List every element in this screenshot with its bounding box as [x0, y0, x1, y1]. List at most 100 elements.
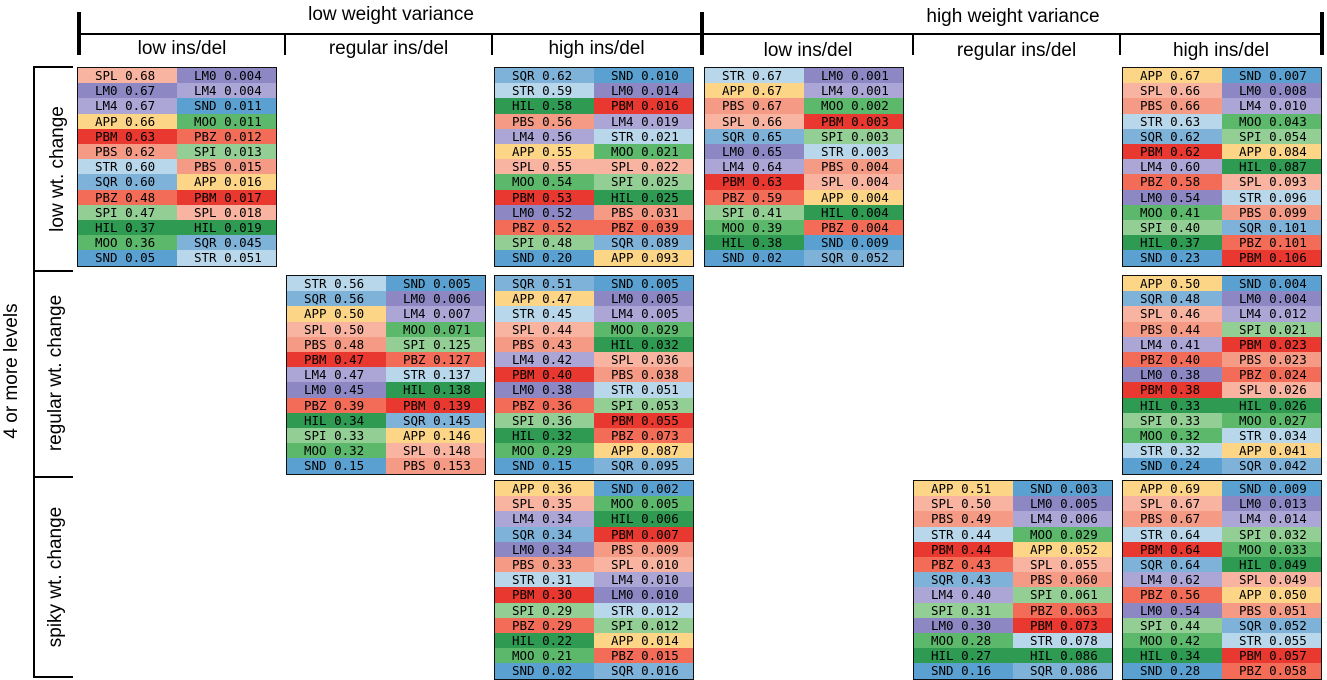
table-cell-left: LM0 0.65: [705, 144, 804, 160]
table-cell-right: PBS 0.023: [1222, 352, 1321, 368]
table-cell-left: LM4 0.64: [705, 159, 804, 175]
table-cell-right: LM0 0.004: [1222, 291, 1321, 307]
ranking-table: SPL 0.68 LM0 0.004 LM0 0.67 LM4 0.004 LM4 0.…: [77, 67, 277, 267]
group-header-low-variance: low weight variance: [308, 4, 474, 25]
table-row: STR 0.32 APP 0.041: [1123, 443, 1321, 459]
table-cell-right: PBS 0.004: [804, 159, 903, 175]
table-cell-right: PBS 0.038: [594, 367, 693, 383]
table-row: STR 0.56 SND 0.005: [287, 276, 485, 292]
table-cell-left: STR 0.67: [705, 68, 804, 84]
table-row: SPI 0.33 APP 0.146: [287, 428, 485, 444]
table-row: PBM 0.53 HIL 0.025: [495, 189, 693, 205]
table-row: PBS 0.66 LM4 0.010: [1123, 98, 1321, 114]
column-header: low ins/del: [763, 40, 853, 61]
table-cell-right: PBS 0.099: [1222, 204, 1321, 220]
table-cell-left: SQR 0.48: [1123, 291, 1222, 307]
table-cell-right: PBM 0.139: [386, 397, 485, 413]
table-row: APP 0.51 SND 0.003: [914, 481, 1112, 497]
table-cell-left: HIL 0.34: [1123, 648, 1222, 664]
column-header: regular ins/del: [328, 38, 449, 59]
table-cell-right: HIL 0.006: [594, 511, 693, 527]
table-row: HIL 0.37 HIL 0.019: [78, 220, 276, 236]
table-row: MOO 0.36 SQR 0.045: [78, 235, 276, 251]
table-row: SQR 0.60 APP 0.016: [78, 174, 276, 190]
left-axis-tick: [33, 270, 73, 272]
table-cell-left: PBZ 0.39: [287, 397, 386, 413]
table-cell-left: HIL 0.27: [914, 648, 1013, 664]
table-cell-left: APP 0.36: [495, 481, 594, 497]
table-cell-left: LM4 0.62: [1123, 572, 1222, 588]
table-cell-left: SQR 0.56: [287, 291, 386, 307]
table-cell-left: STR 0.64: [1123, 526, 1222, 542]
table-cell-right: LM4 0.006: [1013, 511, 1112, 527]
table-cell-left: MOO 0.29: [495, 443, 594, 459]
table-cell-left: SND 0.02: [495, 663, 594, 679]
table-row: APP 0.36 SND 0.002: [495, 481, 693, 497]
table-cell-right: LM4 0.010: [1222, 98, 1321, 114]
table-row: PBS 0.62 SPI 0.013: [78, 144, 276, 160]
table-cell-right: PBM 0.017: [177, 189, 276, 205]
table-cell-left: PBZ 0.40: [1123, 352, 1222, 368]
table-row: SPL 0.50 LM0 0.005: [914, 496, 1112, 512]
table-row: SQR 0.48 LM0 0.004: [1123, 291, 1321, 307]
table-row: SND 0.02 SQR 0.016: [495, 663, 693, 679]
table-cell-left: STR 0.44: [914, 526, 1013, 542]
table-row: STR 0.59 LM0 0.014: [495, 83, 693, 99]
table-cell-right: STR 0.003: [804, 144, 903, 160]
table-cell-right: PBZ 0.101: [1222, 235, 1321, 251]
table-cell-left: PBZ 0.43: [914, 557, 1013, 573]
table-cell-left: SND 0.15: [495, 458, 594, 474]
table-row: MOO 0.54 SPI 0.025: [495, 174, 693, 190]
table-row: SPL 0.66 PBM 0.003: [705, 113, 903, 129]
table-cell-left: LM0 0.67: [78, 83, 177, 99]
table-cell-left: APP 0.55: [495, 144, 594, 160]
table-cell-left: SND 0.02: [705, 250, 804, 266]
table-row: HIL 0.32 PBZ 0.073: [495, 428, 693, 444]
table-row: SND 0.20 APP 0.093: [495, 250, 693, 266]
table-row: MOO 0.21 PBZ 0.015: [495, 648, 693, 664]
group-header-high-variance: high weight variance: [926, 6, 1100, 27]
table-row: PBM 0.62 APP 0.084: [1123, 144, 1321, 160]
table-cell-right: LM4 0.007: [386, 306, 485, 322]
table-cell-left: PBZ 0.59: [705, 189, 804, 205]
table-row: STR 0.45 LM4 0.005: [495, 306, 693, 322]
table-cell-left: PBZ 0.29: [495, 617, 594, 633]
table-row: SPL 0.46 LM4 0.012: [1123, 306, 1321, 322]
table-row: APP 0.55 MOO 0.021: [495, 144, 693, 160]
table-row: SPL 0.66 LM0 0.008: [1123, 83, 1321, 99]
table-cell-right: MOO 0.002: [804, 98, 903, 114]
table-row: LM4 0.34 HIL 0.006: [495, 511, 693, 527]
ranking-table: STR 0.56 SND 0.005 SQR 0.56 LM0 0.006 APP 0.…: [286, 275, 486, 475]
table-cell-left: MOO 0.32: [287, 443, 386, 459]
table-cell-right: SPI 0.032: [1222, 526, 1321, 542]
table-row: HIL 0.22 APP 0.014: [495, 633, 693, 649]
table-row: PBZ 0.58 SPL 0.093: [1123, 174, 1321, 190]
table-cell-left: LM0 0.38: [495, 382, 594, 398]
ranking-table: SQR 0.62 SND 0.010 STR 0.59 LM0 0.014 HIL 0.…: [494, 67, 694, 267]
table-row: PBS 0.44 SPI 0.021: [1123, 321, 1321, 337]
header-right-bracket: [1320, 12, 1324, 55]
column-divider: [284, 35, 286, 55]
table-cell-left: PBS 0.44: [1123, 321, 1222, 337]
table-cell-left: SND 0.15: [287, 458, 386, 474]
table-row: STR 0.63 MOO 0.043: [1123, 113, 1321, 129]
table-cell-right: PBZ 0.127: [386, 352, 485, 368]
table-row: HIL 0.58 PBM 0.016: [495, 98, 693, 114]
table-row: PBS 0.67 LM4 0.014: [1123, 511, 1321, 527]
column-header: low ins/del: [137, 38, 227, 59]
table-cell-right: SND 0.005: [386, 276, 485, 292]
table-row: MOO 0.32 STR 0.034: [1123, 428, 1321, 444]
table-cell-left: SPL 0.46: [1123, 306, 1222, 322]
table-cell-left: MOO 0.39: [705, 220, 804, 236]
table-cell-right: PBS 0.051: [1222, 602, 1321, 618]
table-cell-right: LM0 0.013: [1222, 496, 1321, 512]
table-cell-left: SPI 0.36: [495, 412, 594, 428]
table-cell-left: STR 0.31: [495, 572, 594, 588]
table-cell-right: PBS 0.009: [594, 541, 693, 557]
table-row: LM0 0.34 PBS 0.009: [495, 541, 693, 557]
table-cell-right: PBS 0.060: [1013, 572, 1112, 588]
table-row: MOO 0.32 SPL 0.148: [287, 443, 485, 459]
table-cell-right: MOO 0.005: [594, 496, 693, 512]
table-row: PBZ 0.39 PBM 0.139: [287, 397, 485, 413]
table-cell-left: HIL 0.37: [1123, 235, 1222, 251]
